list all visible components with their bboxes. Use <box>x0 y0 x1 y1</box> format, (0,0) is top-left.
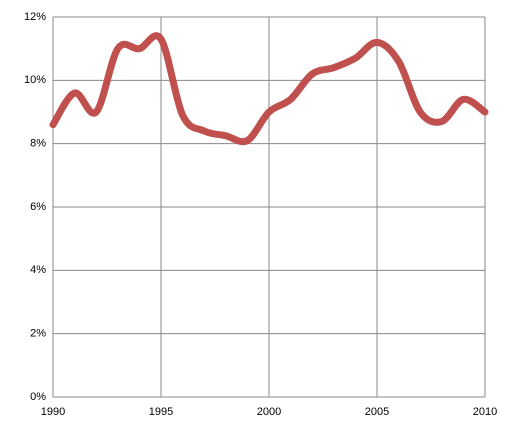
y-tick-label: 4% <box>30 264 46 276</box>
y-tick-label: 2% <box>30 328 46 340</box>
y-tick-label: 8% <box>30 138 46 150</box>
y-tick-label: 12% <box>24 11 46 23</box>
x-tick-label: 2000 <box>257 406 281 418</box>
x-tick-label: 2010 <box>473 406 497 418</box>
x-tick-label: 1995 <box>149 406 173 418</box>
y-tick-label: 10% <box>24 74 46 86</box>
x-tick-label: 1990 <box>41 406 65 418</box>
x-tick-label: 2005 <box>365 406 389 418</box>
line-series <box>49 32 489 146</box>
y-tick-label: 0% <box>30 391 46 403</box>
y-tick-label: 6% <box>30 201 46 213</box>
